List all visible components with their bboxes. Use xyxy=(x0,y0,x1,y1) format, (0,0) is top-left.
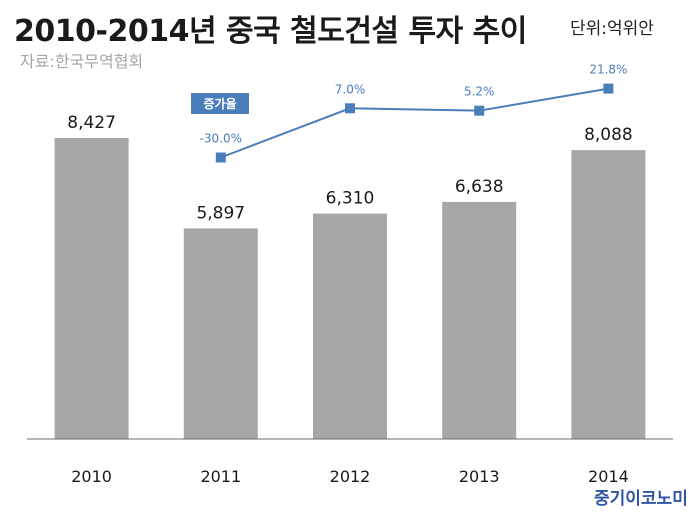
growth-legend-label: 증가율 xyxy=(203,96,236,111)
growth-marker-2014 xyxy=(603,83,614,94)
value-label-2014: 8,088 xyxy=(584,125,633,145)
growth-label-2014: 21.8% xyxy=(589,63,627,77)
category-label-2011: 2011 xyxy=(200,467,241,486)
bar-2014 xyxy=(571,150,646,439)
category-label-2012: 2012 xyxy=(330,467,371,486)
brand-logo: 중기이코노미 xyxy=(594,489,688,509)
growth-marker-2011 xyxy=(215,152,226,163)
growth-rate-line xyxy=(220,87,609,159)
category-label-2013: 2013 xyxy=(459,467,500,486)
growth-label-2013: 5.2% xyxy=(464,85,495,99)
source-label: 자료:한국무역협회 xyxy=(20,52,144,71)
growth-label-2011: -30.0% xyxy=(200,132,242,146)
value-label-2012: 6,310 xyxy=(326,189,375,209)
bar-2012 xyxy=(313,213,387,439)
growth-legend-box xyxy=(191,93,249,114)
value-label-2013: 6,638 xyxy=(455,177,504,197)
bar-2011 xyxy=(183,228,258,439)
value-label-2011: 5,897 xyxy=(196,203,245,223)
chart-title: 2010-2014년 중국 철도건설 투자 추이 xyxy=(14,14,527,49)
bar-2013 xyxy=(442,201,517,439)
growth-marker-2013 xyxy=(474,105,485,116)
growth-label-2012: 7.0% xyxy=(335,82,366,96)
unit-label: 단위:억위안 xyxy=(570,19,654,39)
bar-2010 xyxy=(54,138,129,439)
growth-marker-2012 xyxy=(345,103,355,114)
category-label-2014: 2014 xyxy=(588,467,629,486)
category-label-2010: 2010 xyxy=(71,467,112,486)
value-label-2010: 8,427 xyxy=(67,113,116,133)
